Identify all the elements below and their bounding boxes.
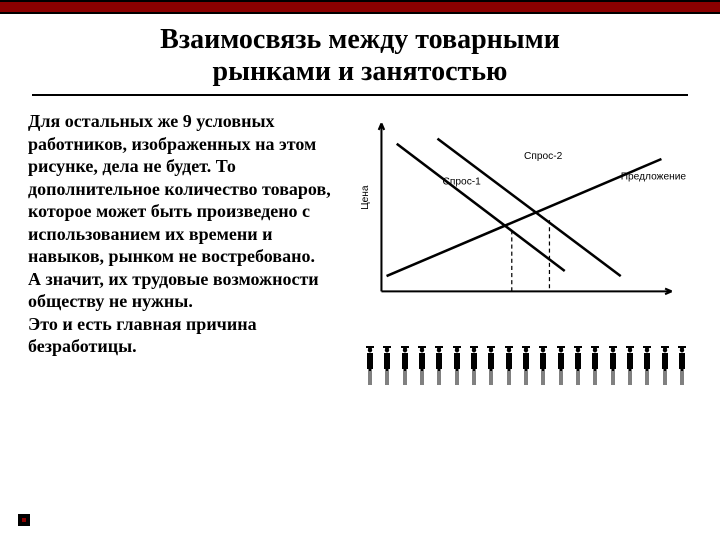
people-row [356,325,692,387]
person-icon [397,343,413,387]
person-icon [414,343,430,387]
person-icon [674,343,690,387]
person-icon [570,343,586,387]
person-icon [587,343,603,387]
title-block: Взаимосвязь между товарными рынками и за… [32,14,688,96]
supply-demand-chart: Спрос-1 Спрос-2 Предложение Цена [356,110,692,320]
person-icon [622,343,638,387]
svg-text:Предложение: Предложение [621,172,687,183]
person-icon [639,343,655,387]
person-icon [449,343,465,387]
person-icon [657,343,673,387]
person-icon [605,343,621,387]
person-icon [466,343,482,387]
person-icon [362,343,378,387]
title-line-2: рынками и занятостью [213,56,508,87]
person-icon [518,343,534,387]
svg-text:Цена: Цена [360,185,371,210]
content-row: Для остальных же 9 условных работников, … [0,96,720,387]
chart-column: Спрос-1 Спрос-2 Предложение Цена [356,110,692,387]
accent-top-bar [0,0,720,14]
person-icon [553,343,569,387]
title-line-1: Взаимосвязь между товарными [160,24,560,55]
person-icon [535,343,551,387]
slide-bullet-icon [18,514,30,526]
svg-text:Спрос-2: Спрос-2 [524,151,563,162]
person-icon [379,343,395,387]
person-icon [483,343,499,387]
person-icon [501,343,517,387]
body-text: Для остальных же 9 условных работников, … [28,110,348,387]
svg-text:Спрос-1: Спрос-1 [443,177,482,188]
person-icon [431,343,447,387]
page-title: Взаимосвязь между товарными рынками и за… [72,24,648,88]
